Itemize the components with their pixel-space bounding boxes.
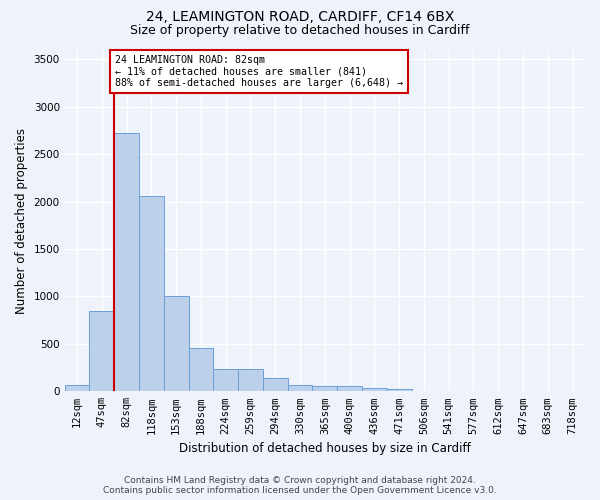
Bar [139, 196, 164, 392]
Bar [188, 348, 214, 392]
Bar [263, 378, 287, 392]
Text: Size of property relative to detached houses in Cardiff: Size of property relative to detached ho… [130, 24, 470, 37]
Bar [164, 296, 188, 392]
Bar [313, 386, 337, 392]
Bar [89, 310, 114, 392]
Bar [362, 388, 387, 392]
Text: 24, LEAMINGTON ROAD, CARDIFF, CF14 6BX: 24, LEAMINGTON ROAD, CARDIFF, CF14 6BX [146, 10, 454, 24]
Bar [387, 388, 412, 392]
Bar [287, 385, 313, 392]
Bar [65, 385, 89, 392]
Bar [238, 370, 263, 392]
Text: Contains HM Land Registry data © Crown copyright and database right 2024.
Contai: Contains HM Land Registry data © Crown c… [103, 476, 497, 495]
X-axis label: Distribution of detached houses by size in Cardiff: Distribution of detached houses by size … [179, 442, 471, 455]
Text: 24 LEAMINGTON ROAD: 82sqm
← 11% of detached houses are smaller (841)
88% of semi: 24 LEAMINGTON ROAD: 82sqm ← 11% of detac… [115, 55, 403, 88]
Bar [214, 370, 238, 392]
Bar [337, 386, 362, 392]
Bar [114, 134, 139, 392]
Y-axis label: Number of detached properties: Number of detached properties [15, 128, 28, 314]
